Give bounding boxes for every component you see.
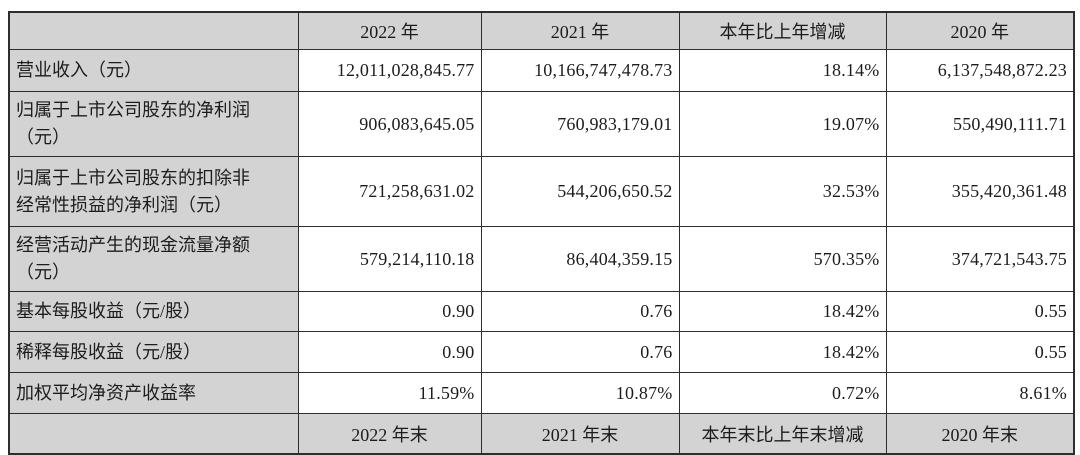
header-row: 2022 年 2021 年 本年比上年增减 2020 年 [8,11,1075,50]
cell-value-2020: 8.61% [885,372,1075,414]
cell-value-2021: 544,206,650.52 [480,156,680,227]
footer-year-end-change: 本年末比上年末增减 [678,413,887,455]
footer-row: 2022 年末 2021 年末 本年末比上年末增减 2020 年末 [8,413,1075,455]
cell-value-change: 0.72% [678,372,887,414]
cell-value-2022: 721,258,631.02 [297,156,482,227]
header-year-2020: 2020 年 [885,11,1075,50]
cell-value-2021: 10.87% [480,372,680,414]
cell-value-2022: 906,083,645.05 [297,91,482,157]
footer-corner-cell [8,413,299,455]
header-corner-cell [8,11,299,50]
financial-summary-section: 2022 年 2021 年 本年比上年增减 2020 年 营业收入（元） 12,… [8,11,1075,455]
table-row-operating-cash-flow: 经营活动产生的现金流量净额 （元） 579,214,110.18 86,404,… [8,226,1075,292]
financial-summary-table: 2022 年 2021 年 本年比上年增减 2020 年 营业收入（元） 12,… [8,11,1075,455]
cell-value-2022: 12,011,028,845.77 [297,49,482,92]
table-row-weighted-avg-roe: 加权平均净资产收益率 11.59% 10.87% 0.72% 8.61% [8,372,1075,414]
row-label: 基本每股收益（元/股） [8,291,299,332]
cell-value-2020: 0.55 [885,291,1075,332]
cell-value-2020: 6,137,548,872.23 [885,49,1075,92]
cell-value-2021: 10,166,747,478.73 [480,49,680,92]
row-label: 经营活动产生的现金流量净额 （元） [8,226,299,292]
cell-value-2022: 0.90 [297,331,482,373]
cell-value-2020: 355,420,361.48 [885,156,1075,227]
row-label: 归属于上市公司股东的扣除非 经常性损益的净利润（元） [8,156,299,227]
header-yoy-change: 本年比上年增减 [678,11,887,50]
cell-value-2022: 11.59% [297,372,482,414]
header-year-2022: 2022 年 [297,11,482,50]
cell-value-change: 19.07% [678,91,887,157]
cell-value-change: 18.14% [678,49,887,92]
cell-value-change: 32.53% [678,156,887,227]
table-row-basic-eps: 基本每股收益（元/股） 0.90 0.76 18.42% 0.55 [8,291,1075,332]
cell-value-2022: 579,214,110.18 [297,226,482,292]
cell-value-2020: 374,721,543.75 [885,226,1075,292]
footer-year-end-2022: 2022 年末 [297,413,482,455]
cell-value-2021: 0.76 [480,291,680,332]
cell-value-2022: 0.90 [297,291,482,332]
table-row-diluted-eps: 稀释每股收益（元/股） 0.90 0.76 18.42% 0.55 [8,331,1075,373]
cell-value-2021: 86,404,359.15 [480,226,680,292]
cell-value-2020: 550,490,111.71 [885,91,1075,157]
header-year-2021: 2021 年 [480,11,680,50]
table-row-net-profit-excl-nonrecurring: 归属于上市公司股东的扣除非 经常性损益的净利润（元） 721,258,631.0… [8,156,1075,227]
cell-value-2021: 760,983,179.01 [480,91,680,157]
row-label: 稀释每股收益（元/股） [8,331,299,373]
cell-value-change: 18.42% [678,331,887,373]
row-label: 营业收入（元） [8,49,299,92]
footer-year-end-2021: 2021 年末 [480,413,680,455]
cell-value-2020: 0.55 [885,331,1075,373]
table-row-net-profit: 归属于上市公司股东的净利润 （元） 906,083,645.05 760,983… [8,91,1075,157]
row-label: 加权平均净资产收益率 [8,372,299,414]
table-row-operating-revenue: 营业收入（元） 12,011,028,845.77 10,166,747,478… [8,49,1075,92]
cell-value-2021: 0.76 [480,331,680,373]
row-label: 归属于上市公司股东的净利润 （元） [8,91,299,157]
footer-year-end-2020: 2020 年末 [885,413,1075,455]
cell-value-change: 18.42% [678,291,887,332]
cell-value-change: 570.35% [678,226,887,292]
